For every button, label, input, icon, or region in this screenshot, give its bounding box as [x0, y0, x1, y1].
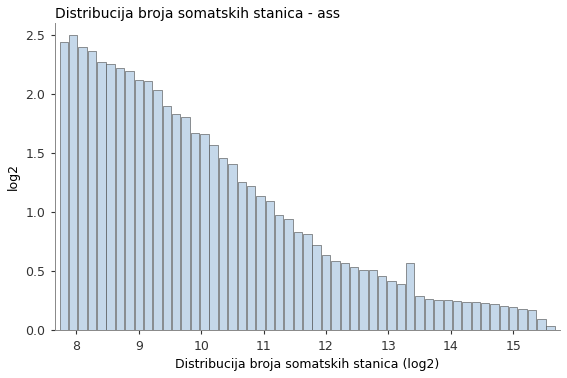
Bar [490, 305, 499, 330]
X-axis label: Distribucija broja somatskih stanica (log2): Distribucija broja somatskih stanica (lo… [175, 358, 439, 371]
Bar [547, 326, 555, 330]
Bar [200, 135, 209, 330]
Bar [462, 302, 471, 330]
Bar [125, 71, 134, 330]
Bar [425, 299, 433, 330]
Bar [238, 182, 246, 330]
Bar [443, 300, 452, 330]
Bar [97, 62, 105, 330]
Bar [144, 81, 153, 330]
Bar [107, 64, 115, 330]
Bar [172, 115, 180, 330]
Bar [303, 234, 311, 330]
Bar [228, 164, 236, 330]
Bar [219, 158, 227, 330]
Bar [163, 106, 171, 330]
Bar [378, 276, 386, 330]
Bar [88, 51, 96, 330]
Bar [191, 133, 199, 330]
Bar [453, 301, 462, 330]
Bar [134, 80, 143, 330]
Bar [369, 270, 377, 330]
Text: Distribucija broja somatskih stanica - ass: Distribucija broja somatskih stanica - a… [54, 7, 340, 21]
Bar [397, 284, 405, 330]
Bar [153, 90, 162, 330]
Bar [481, 303, 489, 330]
Bar [509, 307, 518, 330]
Bar [350, 267, 358, 330]
Bar [265, 201, 274, 330]
Bar [472, 302, 480, 330]
Bar [416, 296, 424, 330]
Bar [359, 270, 367, 330]
Bar [256, 196, 265, 330]
Bar [209, 145, 218, 330]
Bar [500, 306, 508, 330]
Bar [434, 300, 443, 330]
Bar [518, 309, 527, 330]
Bar [537, 319, 545, 330]
Bar [312, 245, 321, 330]
Bar [60, 42, 68, 330]
Bar [275, 215, 284, 330]
Bar [322, 255, 330, 330]
Y-axis label: log2: log2 [7, 164, 20, 191]
Bar [387, 281, 396, 330]
Bar [247, 186, 255, 330]
Bar [528, 310, 536, 330]
Bar [181, 117, 190, 330]
Bar [406, 263, 414, 330]
Bar [116, 68, 124, 330]
Bar [294, 232, 302, 330]
Bar [78, 47, 87, 330]
Bar [285, 220, 293, 330]
Bar [341, 263, 349, 330]
Bar [69, 35, 78, 330]
Bar [331, 261, 340, 330]
